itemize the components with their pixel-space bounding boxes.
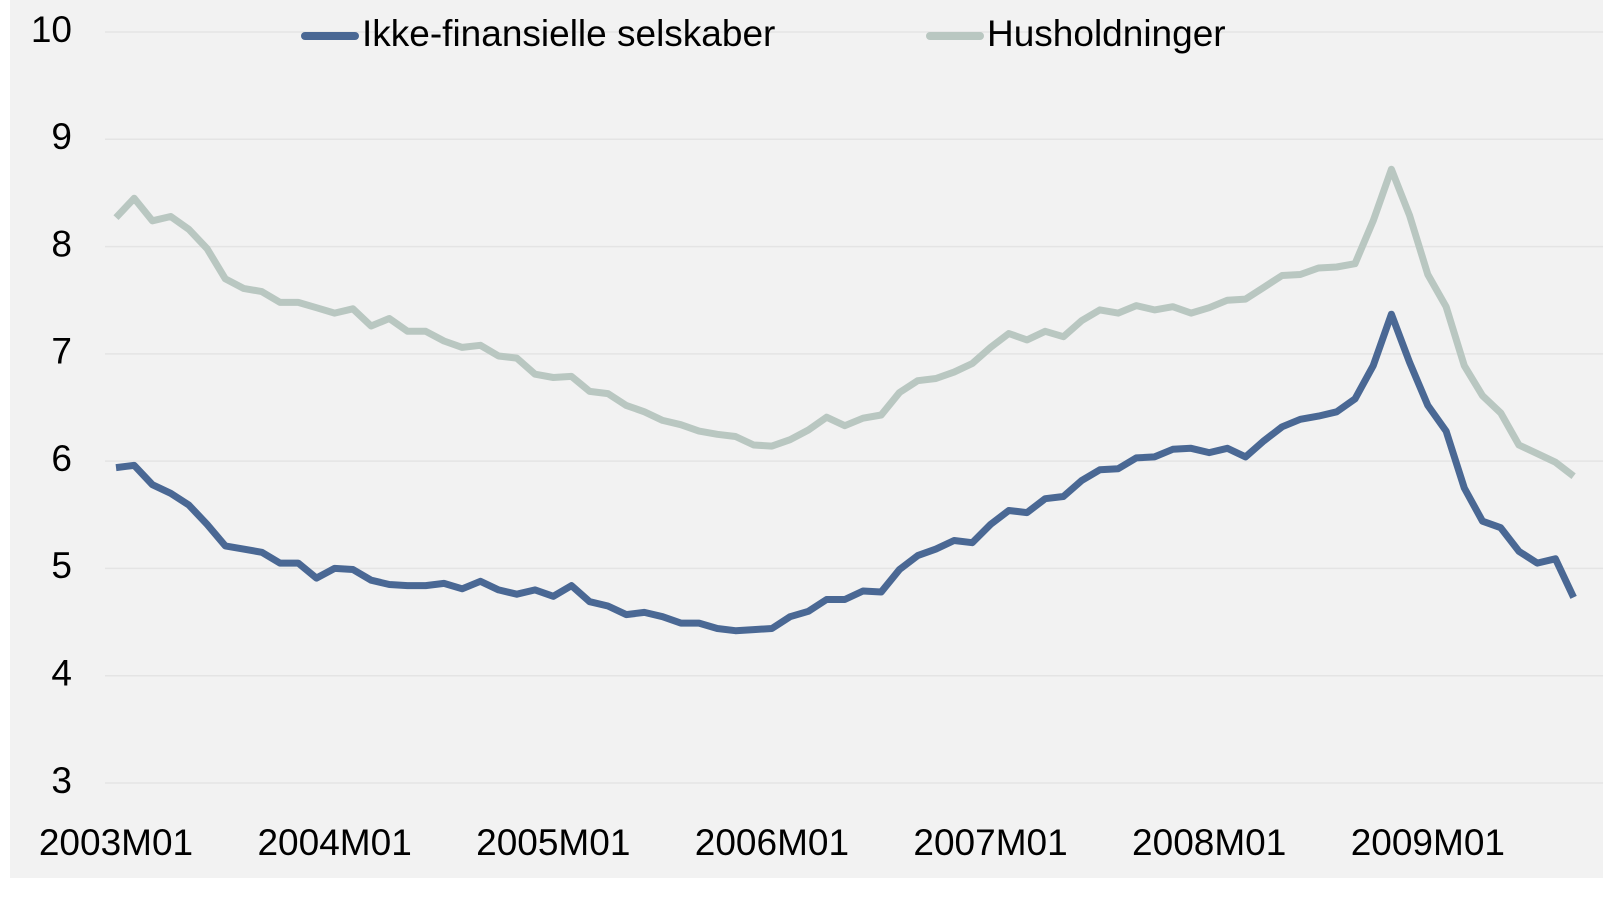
legend-label: Ikke-finansielle selskaber — [362, 13, 775, 54]
x-tick-label: 2003M01 — [39, 822, 193, 863]
y-tick-label: 9 — [51, 116, 72, 157]
y-tick-label: 8 — [51, 223, 72, 264]
x-tick-label: 2007M01 — [913, 822, 1067, 863]
x-tick-label: 2005M01 — [476, 822, 630, 863]
x-tick-label: 2004M01 — [257, 822, 411, 863]
plot-background — [10, 0, 1603, 878]
y-tick-label: 10 — [31, 9, 72, 50]
x-tick-label: 2008M01 — [1132, 822, 1286, 863]
y-tick-label: 7 — [51, 331, 72, 372]
legend-label: Husholdninger — [987, 13, 1226, 54]
series-line — [115, 310, 1577, 635]
x-tick-label: 2009M01 — [1351, 822, 1505, 863]
y-tick-label: 3 — [51, 760, 72, 801]
y-tick-label: 5 — [51, 545, 72, 586]
y-tick-label: 4 — [51, 652, 72, 693]
y-tick-label: 6 — [51, 438, 72, 479]
x-tick-label: 2006M01 — [695, 822, 849, 863]
series-line — [113, 165, 1576, 479]
